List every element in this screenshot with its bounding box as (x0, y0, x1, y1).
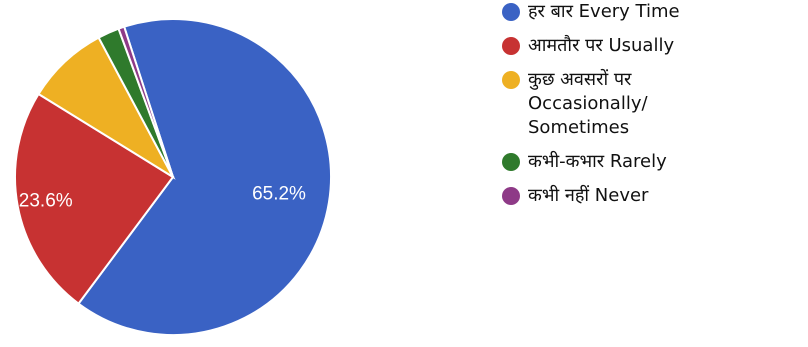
legend-swatch-usually (502, 37, 520, 55)
legend-item-usually: आमतौर पर Usually (502, 34, 802, 58)
legend-item-occasionally: कुछ अवसरों पर Occasionally/ Sometimes (502, 68, 802, 140)
pie-slice-never (117, 25, 174, 178)
legend-swatch-never (502, 187, 520, 205)
legend-label-occasionally: कुछ अवसरों पर Occasionally/ Sometimes (528, 69, 648, 138)
legend-item-every-time: हर बार Every Time (502, 0, 802, 24)
legend: हर बार Every Time आमतौर पर Usually कुछ अ… (502, 0, 802, 218)
legend-swatch-every-time (502, 3, 520, 21)
data-label-every-time: 65.2% (252, 183, 306, 204)
legend-item-never: कभी नहीं Never (502, 184, 802, 208)
legend-label-rarely: कभी-कभार Rarely (528, 151, 667, 172)
legend-label-never: कभी नहीं Never (528, 185, 649, 206)
legend-item-rarely: कभी-कभार Rarely (502, 150, 802, 174)
pie-slice-usually (14, 92, 175, 306)
legend-label-usually: आमतौर पर Usually (528, 35, 675, 56)
pie-slices (14, 18, 332, 336)
legend-swatch-rarely (502, 153, 520, 171)
pie-data-labels: 65.2% 23.6% (19, 183, 306, 211)
legend-swatch-occasionally (502, 71, 520, 89)
pie-chart: 65.2% 23.6% (14, 18, 332, 336)
pie-slice-every-time (77, 18, 332, 336)
data-label-usually: 23.6% (19, 190, 73, 211)
legend-label-every-time: हर बार Every Time (528, 1, 680, 22)
